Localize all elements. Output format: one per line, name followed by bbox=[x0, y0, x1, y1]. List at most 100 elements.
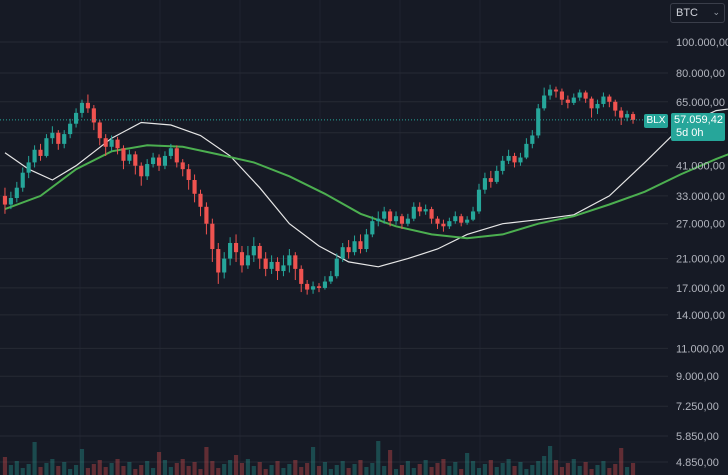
candle[interactable] bbox=[85, 94, 90, 113]
candle[interactable] bbox=[382, 206, 387, 224]
candle[interactable] bbox=[275, 257, 280, 280]
candle[interactable] bbox=[411, 202, 416, 222]
candle[interactable] bbox=[257, 242, 262, 269]
candle[interactable] bbox=[459, 213, 464, 227]
candle[interactable] bbox=[14, 181, 19, 203]
candle[interactable] bbox=[340, 242, 345, 262]
candle[interactable] bbox=[542, 87, 547, 111]
candle[interactable] bbox=[8, 191, 13, 210]
candle[interactable] bbox=[364, 228, 369, 253]
candle[interactable] bbox=[151, 152, 156, 168]
candle[interactable] bbox=[470, 206, 476, 222]
candle[interactable] bbox=[168, 143, 173, 160]
candle[interactable] bbox=[577, 89, 582, 101]
candle[interactable] bbox=[388, 209, 393, 227]
candle[interactable] bbox=[530, 130, 535, 149]
candle[interactable] bbox=[56, 130, 61, 150]
candle[interactable] bbox=[607, 94, 612, 108]
candle[interactable] bbox=[73, 108, 79, 128]
candle[interactable] bbox=[316, 283, 322, 293]
candle[interactable] bbox=[2, 187, 8, 214]
candle[interactable] bbox=[536, 103, 541, 139]
candle[interactable] bbox=[595, 99, 600, 115]
candle[interactable] bbox=[601, 92, 606, 108]
candle[interactable] bbox=[68, 118, 73, 139]
candle[interactable] bbox=[210, 218, 215, 262]
candle[interactable] bbox=[311, 281, 316, 294]
candle[interactable] bbox=[453, 211, 458, 224]
candle[interactable] bbox=[465, 216, 470, 225]
candle[interactable] bbox=[346, 240, 351, 259]
candle[interactable] bbox=[287, 249, 292, 273]
candle[interactable] bbox=[269, 255, 274, 274]
candle[interactable] bbox=[376, 211, 381, 227]
candle[interactable] bbox=[328, 271, 333, 284]
candle[interactable] bbox=[281, 255, 286, 277]
candle[interactable] bbox=[192, 174, 197, 203]
candle[interactable] bbox=[263, 252, 268, 277]
candle[interactable] bbox=[447, 217, 452, 229]
candle[interactable] bbox=[20, 167, 25, 192]
candle[interactable] bbox=[109, 135, 114, 152]
candle[interactable] bbox=[500, 155, 505, 175]
candle[interactable] bbox=[121, 145, 126, 170]
candle[interactable] bbox=[506, 149, 511, 165]
candle[interactable] bbox=[127, 149, 132, 165]
candle[interactable] bbox=[553, 86, 559, 98]
candle[interactable] bbox=[334, 253, 339, 279]
candle[interactable] bbox=[293, 252, 298, 280]
candle[interactable] bbox=[198, 189, 203, 217]
candle[interactable] bbox=[162, 151, 168, 170]
candle[interactable] bbox=[79, 99, 85, 118]
candle[interactable] bbox=[103, 134, 108, 156]
candles[interactable] bbox=[2, 84, 636, 295]
candle[interactable] bbox=[305, 279, 310, 295]
candle[interactable] bbox=[630, 111, 636, 124]
candle[interactable] bbox=[245, 245, 250, 269]
candle[interactable] bbox=[423, 204, 428, 215]
candle[interactable] bbox=[482, 172, 487, 194]
candle[interactable] bbox=[139, 162, 144, 186]
candle[interactable] bbox=[174, 145, 179, 168]
candle[interactable] bbox=[619, 107, 624, 125]
candle[interactable] bbox=[322, 276, 327, 290]
candle[interactable] bbox=[494, 165, 499, 184]
candle[interactable] bbox=[32, 145, 37, 168]
candle[interactable] bbox=[180, 159, 185, 177]
candle[interactable] bbox=[488, 170, 493, 188]
price-axis[interactable]: 100.000,0080.000,0065.000,0052.000,0041.… bbox=[676, 37, 728, 469]
candle[interactable] bbox=[50, 126, 55, 144]
candle[interactable] bbox=[145, 159, 150, 180]
candle[interactable] bbox=[186, 164, 191, 190]
candle[interactable] bbox=[115, 136, 120, 155]
candle[interactable] bbox=[216, 242, 221, 284]
candle[interactable] bbox=[233, 234, 239, 262]
candle[interactable] bbox=[239, 245, 245, 273]
candle[interactable] bbox=[512, 152, 517, 168]
candle[interactable] bbox=[251, 237, 256, 262]
candle[interactable] bbox=[548, 84, 553, 100]
candle[interactable] bbox=[429, 206, 434, 224]
candle[interactable] bbox=[405, 213, 410, 227]
candle[interactable] bbox=[204, 202, 209, 235]
candle[interactable] bbox=[228, 237, 233, 266]
candle[interactable] bbox=[393, 211, 399, 225]
candle[interactable] bbox=[435, 216, 440, 229]
candle[interactable] bbox=[358, 234, 363, 254]
candle[interactable] bbox=[583, 90, 588, 103]
candle[interactable] bbox=[476, 183, 482, 214]
candle[interactable] bbox=[26, 155, 31, 179]
candle[interactable] bbox=[44, 134, 49, 158]
candle[interactable] bbox=[565, 95, 570, 109]
candle[interactable] bbox=[559, 88, 565, 106]
candle[interactable] bbox=[62, 130, 67, 149]
candle[interactable] bbox=[97, 120, 102, 146]
symbol-selector[interactable]: BTC ⌄ bbox=[670, 3, 725, 23]
candle[interactable] bbox=[417, 202, 422, 217]
candle[interactable] bbox=[352, 235, 357, 256]
candle[interactable] bbox=[222, 252, 227, 279]
candle[interactable] bbox=[571, 93, 576, 106]
candle[interactable] bbox=[156, 154, 162, 171]
candle[interactable] bbox=[524, 138, 529, 160]
